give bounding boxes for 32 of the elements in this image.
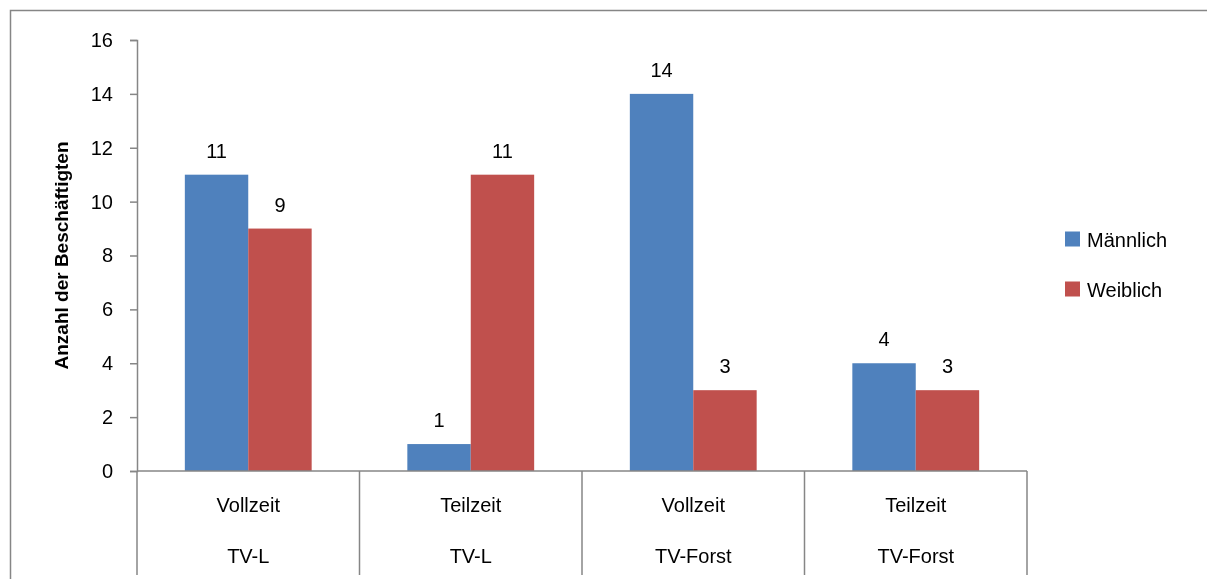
data-label: 3 bbox=[719, 355, 731, 378]
y-tick-label: 12 bbox=[90, 136, 113, 159]
bar bbox=[915, 390, 980, 471]
category-label: Teilzeit TV-L bbox=[440, 494, 502, 567]
y-tick-label: 2 bbox=[101, 406, 113, 429]
data-label: 3 bbox=[941, 355, 954, 378]
data-label: 1 bbox=[433, 409, 445, 432]
data-label: 11 bbox=[492, 139, 513, 162]
data-label: 14 bbox=[650, 58, 673, 81]
data-label: 9 bbox=[274, 193, 286, 216]
bar bbox=[184, 174, 249, 471]
y-tick-label: 4 bbox=[101, 352, 113, 375]
bar bbox=[629, 93, 694, 471]
y-axis-title: Anzahl der Beschäftigten bbox=[51, 141, 72, 370]
y-tick-label: 6 bbox=[101, 298, 113, 321]
bar bbox=[693, 390, 757, 471]
bar bbox=[852, 363, 916, 471]
category-label: Vollzeit TV-Forst bbox=[654, 494, 732, 567]
bar bbox=[248, 228, 312, 471]
bar bbox=[407, 444, 471, 471]
y-tick-label: 16 bbox=[90, 28, 113, 51]
category-label: Vollzeit TV-L bbox=[216, 494, 280, 567]
data-label: 4 bbox=[878, 328, 890, 351]
y-tick-label: 8 bbox=[101, 244, 113, 267]
y-tick-label: 0 bbox=[101, 459, 113, 482]
y-tick-label: 14 bbox=[90, 82, 113, 105]
legend-label: Männlich bbox=[1087, 228, 1168, 251]
y-tick-label: 10 bbox=[90, 190, 113, 213]
category-label: Teilzeit TV-Forst bbox=[877, 494, 955, 567]
bar bbox=[470, 174, 535, 471]
data-label: 11 bbox=[206, 139, 227, 162]
legend-label: Weiblich bbox=[1087, 278, 1163, 301]
